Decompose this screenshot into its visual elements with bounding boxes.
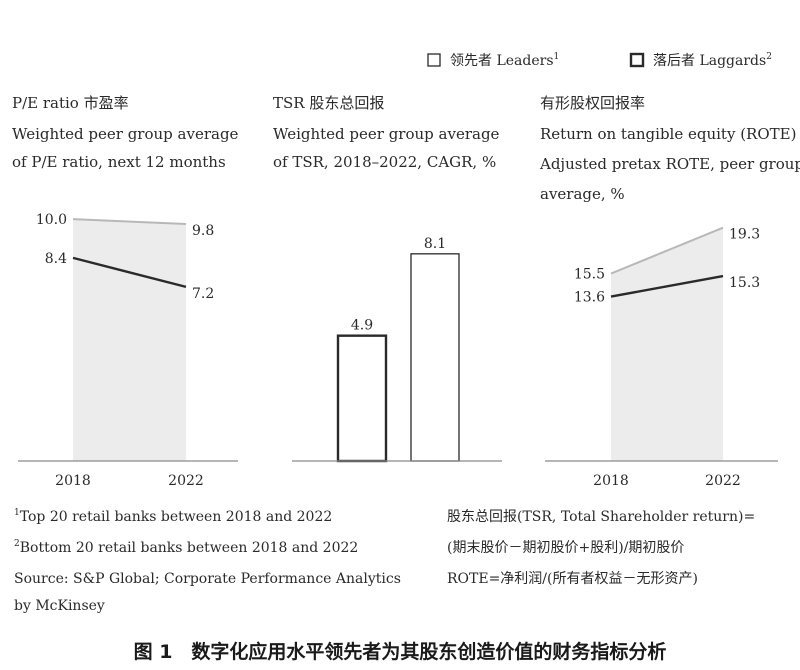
rote-x-tick-2022: 2022 — [705, 473, 741, 489]
pe-label-leaders-2018: 10.0 — [36, 212, 67, 228]
rote-label-laggards-2018: 13.6 — [574, 290, 605, 306]
definition-rote: ROTE=净利润/(所有者权益－无形资产) — [447, 571, 698, 587]
legend-label-laggards: 落后者 Laggards2 — [653, 52, 772, 69]
legend-swatch-leaders — [427, 53, 441, 67]
pe-laggards-line — [72, 256, 187, 289]
rote-x-tick-2018: 2018 — [593, 473, 629, 489]
tsr-bar-leaders — [410, 253, 460, 462]
rote-area-fill — [611, 227, 723, 461]
rote-label-leaders-2022: 19.3 — [729, 227, 760, 243]
legend-label-leaders: 领先者 Leaders1 — [450, 52, 559, 69]
legend-swatch-laggards — [629, 52, 645, 68]
rote-laggards-line — [610, 274, 724, 298]
tsr-subtitle-line2: of TSR, 2018–2022, CAGR, % — [273, 153, 496, 171]
panel-pe: P/E ratio 市盈率 Weighted peer group averag… — [12, 94, 239, 489]
footnote-2: 2Bottom 20 retail banks between 2018 and… — [14, 539, 358, 556]
legend: 领先者 Leaders1 落后者 Laggards2 — [427, 52, 772, 69]
panel-tsr: TSR 股东总回报 Weighted peer group average of… — [273, 94, 502, 463]
pe-label-laggards-2018: 8.4 — [45, 251, 67, 267]
pe-x-tick-2018: 2018 — [55, 473, 91, 489]
pe-label-leaders-2022: 9.8 — [192, 223, 214, 239]
figure-caption: 图 1 数字化应用水平领先者为其股东创造价值的财务指标分析 — [134, 640, 667, 663]
pe-area-fill — [73, 219, 186, 461]
rote-title: 有形股权回报率 — [540, 94, 645, 112]
definitions: 股东总回报(TSR, Total Shareholder return)= (期… — [447, 509, 755, 587]
pe-subtitle-line2: of P/E ratio, next 12 months — [12, 153, 226, 171]
definition-tsr-1: 股东总回报(TSR, Total Shareholder return)= — [447, 509, 755, 525]
tsr-label-laggards: 4.9 — [351, 318, 373, 334]
pe-x-tick-2022: 2022 — [168, 473, 204, 489]
rote-subtitle-line3: average, % — [540, 185, 625, 203]
source-line-2: by McKinsey — [14, 598, 105, 614]
footnote-1: 1Top 20 retail banks between 2018 and 20… — [14, 508, 332, 525]
rote-label-leaders-2018: 15.5 — [574, 267, 605, 283]
tsr-bar-laggards — [336, 334, 388, 463]
rote-subtitle-line1: Return on tangible equity (ROTE) — [540, 125, 796, 143]
pe-leaders-line — [72, 218, 187, 226]
tsr-label-leaders: 8.1 — [424, 236, 446, 252]
tsr-plot: 4.9 8.1 — [336, 236, 460, 463]
pe-label-laggards-2022: 7.2 — [192, 286, 214, 302]
tsr-title: TSR 股东总回报 — [273, 94, 384, 112]
pe-subtitle-line1: Weighted peer group average — [12, 125, 239, 143]
source-line-1: Source: S&P Global; Corporate Performanc… — [14, 571, 401, 587]
pe-plot: 10.0 9.8 8.4 7.2 — [36, 212, 214, 461]
pe-title: P/E ratio 市盈率 — [12, 94, 129, 112]
rote-leaders-line — [610, 226, 724, 275]
rote-label-laggards-2022: 15.3 — [729, 275, 760, 291]
tsr-subtitle-line1: Weighted peer group average — [273, 125, 500, 143]
rote-subtitle-line2: Adjusted pretax ROTE, peer group — [539, 155, 800, 173]
definition-tsr-2: (期末股价－期初股价+股利)/期初股价 — [447, 539, 684, 556]
panel-rote: 有形股权回报率 Return on tangible equity (ROTE)… — [539, 94, 800, 489]
footnotes: 1Top 20 retail banks between 2018 and 20… — [14, 508, 401, 614]
rote-plot: 15.5 19.3 13.6 15.3 — [574, 227, 760, 461]
